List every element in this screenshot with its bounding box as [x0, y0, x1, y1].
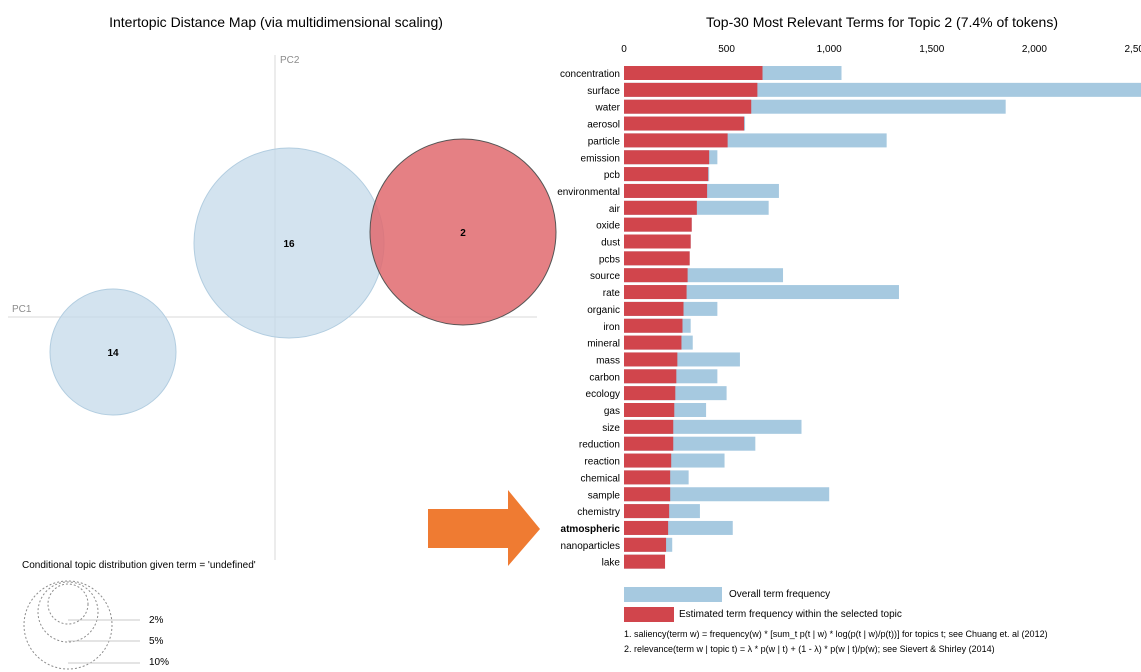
term-label[interactable]: carbon — [589, 372, 620, 383]
bar-topic-chemistry[interactable] — [624, 504, 670, 519]
pc1-label: PC1 — [12, 304, 32, 315]
size-legend-label-5: 5% — [149, 636, 164, 647]
term-label[interactable]: ecology — [586, 389, 620, 400]
term-label[interactable]: rate — [603, 288, 621, 299]
x-axis-ticks: 0 500 1,000 1,500 2,000 2,500 — [621, 44, 1141, 55]
size-legend-title: Conditional topic distribution given ter… — [22, 560, 256, 571]
x-tick-label: 500 — [718, 44, 735, 55]
term-label[interactable]: surface — [587, 86, 620, 97]
term-label[interactable]: nanoparticles — [561, 541, 620, 552]
bar-topic-aerosol[interactable] — [624, 116, 745, 131]
size-legend-label-10: 10% — [149, 657, 169, 668]
bar-topic-source[interactable] — [624, 268, 688, 283]
topic-circle-14[interactable] — [49, 288, 177, 416]
term-label[interactable]: source — [590, 271, 620, 282]
size-legend-circle-medium — [37, 581, 99, 643]
term-label[interactable]: dust — [601, 238, 620, 249]
term-label[interactable]: organic — [587, 305, 620, 316]
x-tick-label: 2,000 — [1022, 44, 1047, 55]
legend-label-topic: Estimated term frequency within the sele… — [679, 609, 902, 620]
bar-topic-oxide[interactable] — [624, 217, 692, 232]
highlight-arrow-icon — [428, 490, 540, 566]
term-label[interactable]: environmental — [557, 187, 620, 198]
term-label[interactable]: chemistry — [577, 507, 620, 518]
bar-topic-pcbs[interactable] — [624, 251, 690, 266]
bar-topic-emission[interactable] — [624, 150, 710, 165]
bar-topic-rate[interactable] — [624, 285, 687, 300]
bar-topic-nanoparticles[interactable] — [624, 537, 667, 552]
topic-label-14: 14 — [107, 348, 119, 359]
bar-topic-carbon[interactable] — [624, 369, 677, 384]
size-legend-circle-large — [23, 580, 113, 670]
bar-topic-water[interactable] — [624, 99, 752, 114]
term-label[interactable]: reaction — [584, 457, 620, 468]
bar-topic-chemical[interactable] — [624, 470, 671, 485]
term-label[interactable]: gas — [604, 406, 620, 417]
term-label[interactable]: chemical — [581, 473, 620, 484]
bar-topic-reaction[interactable] — [624, 453, 672, 468]
legend-label-overall: Overall term frequency — [729, 589, 830, 600]
term-label[interactable]: mineral — [587, 339, 620, 350]
legend-swatch-topic — [624, 607, 674, 622]
term-label[interactable]: emission — [581, 153, 620, 164]
topic-label-16: 16 — [283, 239, 295, 250]
bar-topic-atmospheric[interactable] — [624, 520, 669, 535]
bar-overall-rate[interactable] — [624, 285, 899, 300]
bar-topic-dust[interactable] — [624, 234, 691, 249]
term-label[interactable]: water — [595, 103, 621, 114]
pc2-label: PC2 — [280, 55, 300, 66]
x-tick-label: 2,500 — [1124, 44, 1141, 55]
term-label[interactable]: concentration — [560, 69, 620, 80]
bar-topic-gas[interactable] — [624, 403, 675, 417]
bar-topic-mineral[interactable] — [624, 335, 682, 350]
term-label[interactable]: pcb — [604, 170, 621, 181]
term-label[interactable]: sample — [588, 490, 621, 501]
bar-overall-sample[interactable] — [624, 487, 830, 502]
term-label[interactable]: size — [602, 423, 620, 434]
bar-topic-environmental[interactable] — [624, 183, 708, 198]
bar-topic-size[interactable] — [624, 419, 674, 434]
term-label[interactable]: iron — [603, 322, 620, 333]
term-label[interactable]: atmospheric — [561, 524, 621, 535]
bar-topic-mass[interactable] — [624, 352, 678, 367]
term-label[interactable]: mass — [596, 355, 620, 366]
topic-label-2: 2 — [460, 228, 466, 239]
legend-swatch-overall — [624, 587, 722, 602]
bar-topic-iron[interactable] — [624, 318, 683, 333]
bar-chart-title: Top-30 Most Relevant Terms for Topic 2 (… — [706, 14, 1058, 30]
term-label[interactable]: reduction — [579, 440, 620, 451]
term-label[interactable]: air — [609, 204, 621, 215]
bar-topic-sample[interactable] — [624, 487, 671, 502]
bar-topic-pcb[interactable] — [624, 167, 709, 182]
term-label[interactable]: lake — [602, 558, 621, 569]
term-label[interactable]: pcbs — [599, 254, 620, 265]
term-labels: concentration surface water aerosol particle… — [557, 69, 620, 569]
size-legend-circle-small — [47, 583, 89, 625]
intertopic-map-title: Intertopic Distance Map (via multidimens… — [109, 14, 443, 30]
bar-topic-organic[interactable] — [624, 301, 684, 316]
bar-topic-surface[interactable] — [624, 82, 758, 97]
x-tick-label: 0 — [621, 44, 627, 55]
bar-topic-air[interactable] — [624, 200, 697, 215]
bar-chart — [624, 66, 1141, 569]
bar-topic-particle[interactable] — [624, 133, 728, 148]
bar-topic-ecology[interactable] — [624, 386, 676, 401]
term-label[interactable]: aerosol — [587, 120, 620, 131]
x-tick-label: 1,000 — [817, 44, 842, 55]
bar-topic-lake[interactable] — [624, 554, 666, 569]
size-legend: 2% 5% 10% — [23, 580, 169, 670]
x-tick-label: 1,500 — [919, 44, 944, 55]
bar-topic-reduction[interactable] — [624, 436, 674, 451]
term-label[interactable]: particle — [588, 136, 621, 147]
topic-circle-2-selected[interactable] — [369, 138, 557, 326]
size-legend-label-2: 2% — [149, 615, 164, 626]
bar-topic-concentration[interactable] — [624, 66, 763, 80]
footnote-saliency: 1. saliency(term w) = frequency(w) * [su… — [624, 629, 1048, 639]
term-label[interactable]: oxide — [596, 221, 620, 232]
footnote-relevance: 2. relevance(term w | topic t) = λ * p(w… — [624, 644, 995, 654]
